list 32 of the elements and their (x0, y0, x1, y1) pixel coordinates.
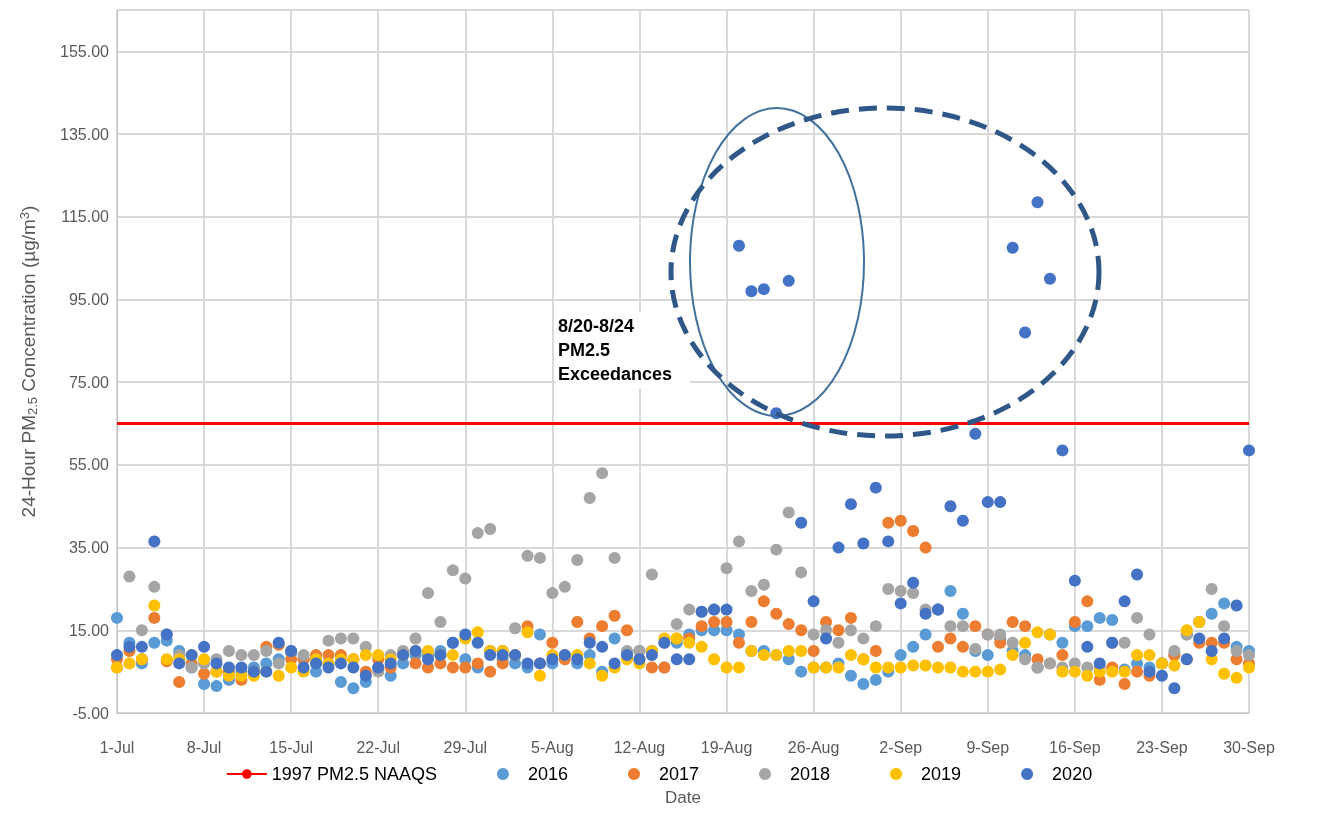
x-tick-label: 26-Aug (787, 738, 840, 756)
x-tick-label: 22-Jul (356, 738, 401, 756)
legend-label: 2018 (790, 764, 831, 784)
x-tick-label: 9-Sep (966, 738, 1010, 756)
legend-label: 2017 (658, 764, 700, 784)
x-tick-label: 2-Sep (879, 738, 923, 756)
x-axis-title: Date (665, 788, 701, 807)
legend-label: 2020 (1052, 764, 1093, 784)
x-tick-label: 29-Jul (443, 738, 488, 756)
x-tick-label: 19-Aug (700, 738, 753, 756)
x-tick-label: 16-Sep (1049, 738, 1101, 756)
x-tick-label: 12-Aug (613, 738, 666, 756)
x-tick-label: 15-Jul (269, 738, 313, 756)
x-tick-label: 23-Sep (1136, 738, 1188, 756)
y-tick-label: 95.00 (68, 290, 110, 308)
y-tick-label: 75.00 (68, 373, 110, 391)
y-tick-label: 135.00 (60, 125, 110, 143)
legend-label: 1997 PM2.5 NAAQS (271, 764, 437, 784)
y-tick-label: 55.00 (68, 456, 110, 474)
y-tick-label: 35.00 (68, 539, 110, 557)
legend-label: 2019 (921, 764, 962, 784)
x-tick-label: 8-Jul (186, 738, 222, 756)
legend-label: 2016 (527, 764, 568, 784)
x-tick-label: 30-Sep (1223, 738, 1275, 756)
x-tick-label: 5-Aug (531, 738, 574, 756)
y-tick-label: 15.00 (68, 621, 110, 639)
y-axis-title: 24-Hour PM2.5 Concentration (µg/m3) (17, 205, 40, 518)
annotation: 8/20-8/24 PM2.5 Exceedances (558, 316, 673, 384)
y-tick-label: 115.00 (61, 208, 110, 226)
x-tick-label: 1-Jul (99, 738, 135, 756)
y-tick-label: -5.00 (72, 704, 110, 722)
y-tick-label: 155.00 (60, 42, 110, 60)
